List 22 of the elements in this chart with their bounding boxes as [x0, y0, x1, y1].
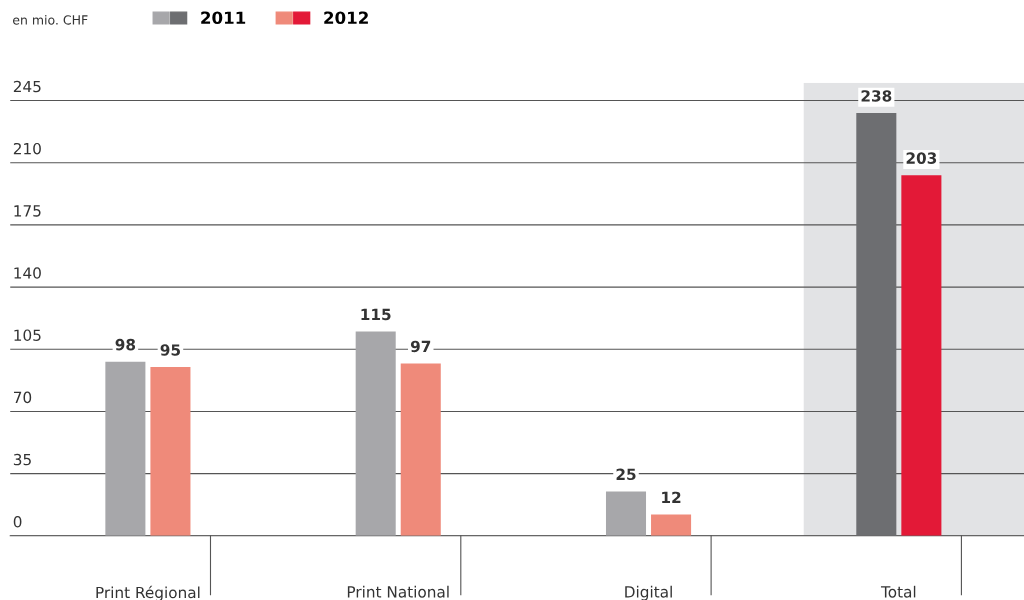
x-tick-label: Total — [880, 585, 916, 598]
data-label: 97 — [410, 340, 431, 353]
legend-label: 2012 — [324, 11, 368, 25]
data-label: 95 — [160, 344, 180, 356]
data-label: 203 — [906, 152, 937, 164]
data-label: 12 — [662, 491, 681, 503]
y-tick-label: 105 — [14, 329, 41, 341]
y-tick-label: 70 — [14, 391, 32, 404]
y-tick-label: 35 — [13, 453, 31, 466]
x-tick-label: Digital — [625, 585, 672, 600]
y-tick-label: 140 — [14, 267, 41, 279]
y-tick-label: 210 — [13, 142, 41, 155]
x-tick-label: Print National — [347, 585, 449, 598]
y-tick-label: 0 — [13, 515, 22, 528]
y-tick-label: 245 — [13, 80, 41, 93]
data-label: 98 — [115, 338, 136, 351]
y-tick-label: 175 — [14, 205, 41, 217]
data-label: 115 — [361, 308, 391, 321]
y-axis-title: en mio. CHF — [12, 14, 88, 25]
legend-label: 2011 — [201, 11, 246, 25]
data-label: 238 — [861, 90, 892, 102]
data-label: 25 — [616, 468, 636, 481]
